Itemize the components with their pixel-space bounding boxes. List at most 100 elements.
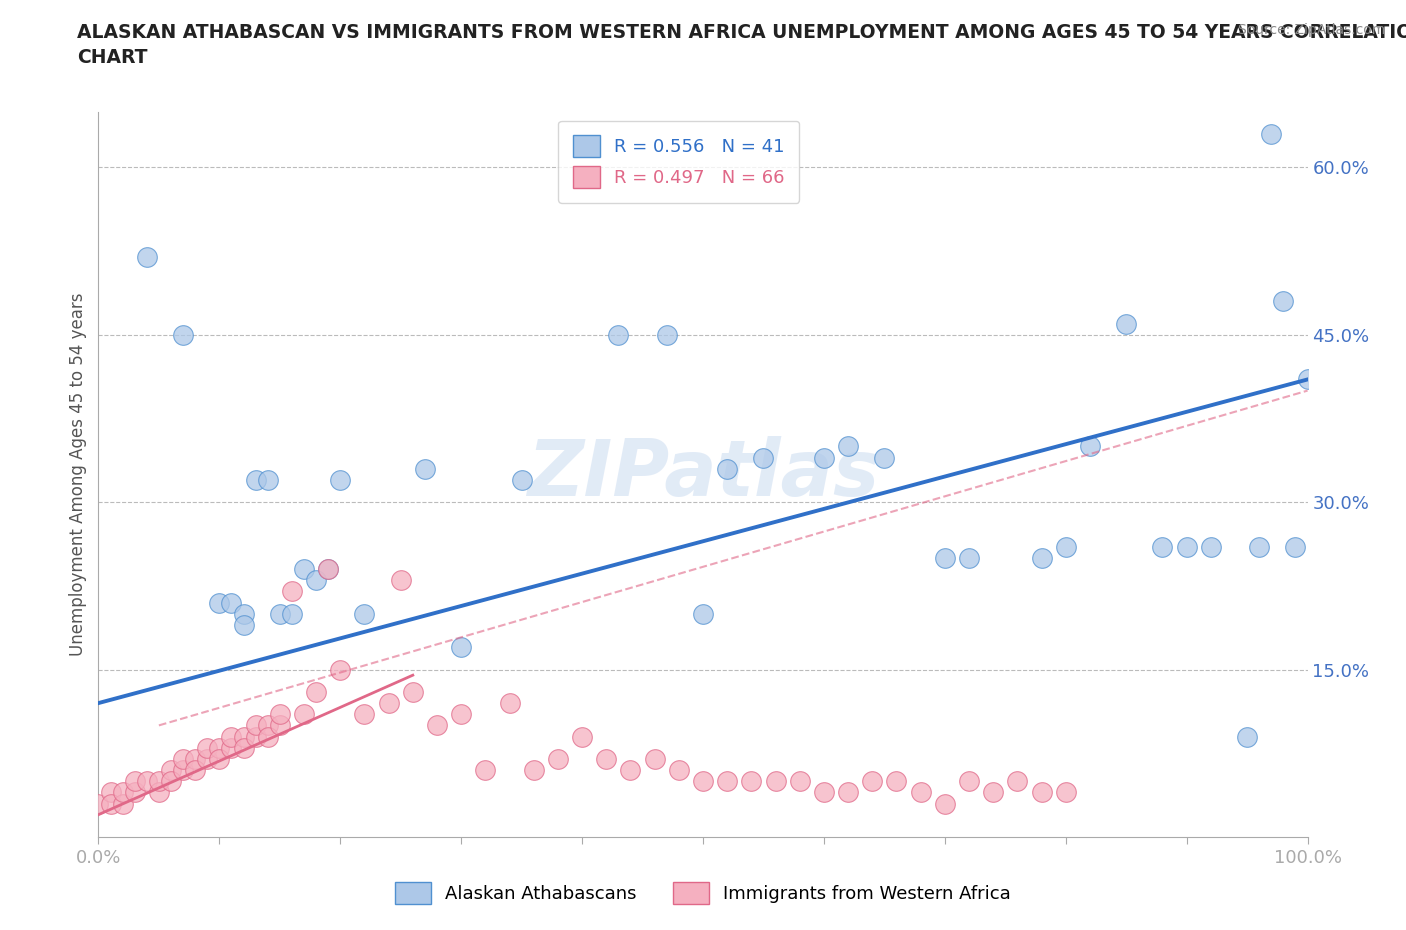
Point <box>1199 539 1222 554</box>
Point <box>232 618 254 632</box>
Point <box>111 785 134 800</box>
Point <box>208 740 231 755</box>
Legend: Alaskan Athabascans, Immigrants from Western Africa: Alaskan Athabascans, Immigrants from Wes… <box>388 875 1018 911</box>
Point <box>1284 539 1306 554</box>
Point <box>172 751 194 766</box>
Point <box>148 774 170 789</box>
Point <box>148 785 170 800</box>
Point <box>1272 294 1295 309</box>
Point <box>547 751 569 766</box>
Point <box>256 472 278 487</box>
Point <box>716 461 738 476</box>
Point <box>245 472 267 487</box>
Point <box>692 606 714 621</box>
Point <box>160 774 183 789</box>
Point <box>184 763 207 777</box>
Point <box>269 718 291 733</box>
Point <box>789 774 811 789</box>
Point <box>510 472 533 487</box>
Point <box>873 450 896 465</box>
Point <box>232 740 254 755</box>
Point <box>619 763 641 777</box>
Point <box>740 774 762 789</box>
Point <box>135 774 157 789</box>
Point <box>716 774 738 789</box>
Point <box>1054 539 1077 554</box>
Point <box>837 439 859 454</box>
Point <box>1175 539 1198 554</box>
Point <box>1249 539 1271 554</box>
Y-axis label: Unemployment Among Ages 45 to 54 years: Unemployment Among Ages 45 to 54 years <box>69 293 87 656</box>
Text: ZIPatlas: ZIPatlas <box>527 436 879 512</box>
Point <box>316 562 339 577</box>
Point <box>232 729 254 744</box>
Point <box>607 327 630 342</box>
Point <box>450 707 472 722</box>
Point <box>1031 785 1053 800</box>
Point <box>1007 774 1029 789</box>
Point <box>1054 785 1077 800</box>
Point <box>1260 126 1282 141</box>
Point <box>172 763 194 777</box>
Point <box>813 450 835 465</box>
Point <box>135 249 157 264</box>
Point <box>957 551 980 565</box>
Point <box>1115 316 1137 331</box>
Point <box>1296 372 1319 387</box>
Point <box>124 785 146 800</box>
Point <box>256 729 278 744</box>
Point <box>208 751 231 766</box>
Point <box>305 684 328 699</box>
Point <box>837 785 859 800</box>
Point <box>232 606 254 621</box>
Point <box>316 562 339 577</box>
Point <box>208 595 231 610</box>
Point <box>644 751 666 766</box>
Point <box>523 763 546 777</box>
Point <box>87 796 110 811</box>
Point <box>281 584 304 599</box>
Point <box>1152 539 1174 554</box>
Point <box>269 606 291 621</box>
Point <box>668 763 690 777</box>
Point <box>595 751 617 766</box>
Point <box>292 562 315 577</box>
Point <box>221 729 243 744</box>
Point <box>1236 729 1258 744</box>
Point <box>474 763 496 777</box>
Point <box>172 327 194 342</box>
Legend: R = 0.556   N = 41, R = 0.497   N = 66: R = 0.556 N = 41, R = 0.497 N = 66 <box>558 121 799 203</box>
Point <box>910 785 932 800</box>
Point <box>860 774 883 789</box>
Point <box>100 785 122 800</box>
Point <box>934 796 956 811</box>
Point <box>692 774 714 789</box>
Point <box>100 796 122 811</box>
Point <box>281 606 304 621</box>
Point <box>221 740 243 755</box>
Point <box>195 751 218 766</box>
Point <box>221 595 243 610</box>
Point <box>111 796 134 811</box>
Point <box>269 707 291 722</box>
Point <box>329 472 352 487</box>
Point <box>655 327 678 342</box>
Point <box>571 729 593 744</box>
Point <box>402 684 425 699</box>
Point <box>426 718 449 733</box>
Point <box>765 774 787 789</box>
Point <box>1078 439 1101 454</box>
Point <box>413 461 436 476</box>
Point <box>886 774 908 789</box>
Text: ALASKAN ATHABASCAN VS IMMIGRANTS FROM WESTERN AFRICA UNEMPLOYMENT AMONG AGES 45 : ALASKAN ATHABASCAN VS IMMIGRANTS FROM WE… <box>77 23 1406 42</box>
Point <box>256 718 278 733</box>
Point <box>981 785 1004 800</box>
Point <box>498 696 520 711</box>
Point <box>184 751 207 766</box>
Point <box>124 774 146 789</box>
Point <box>957 774 980 789</box>
Point <box>1031 551 1053 565</box>
Point <box>329 662 352 677</box>
Point <box>245 729 267 744</box>
Point <box>752 450 775 465</box>
